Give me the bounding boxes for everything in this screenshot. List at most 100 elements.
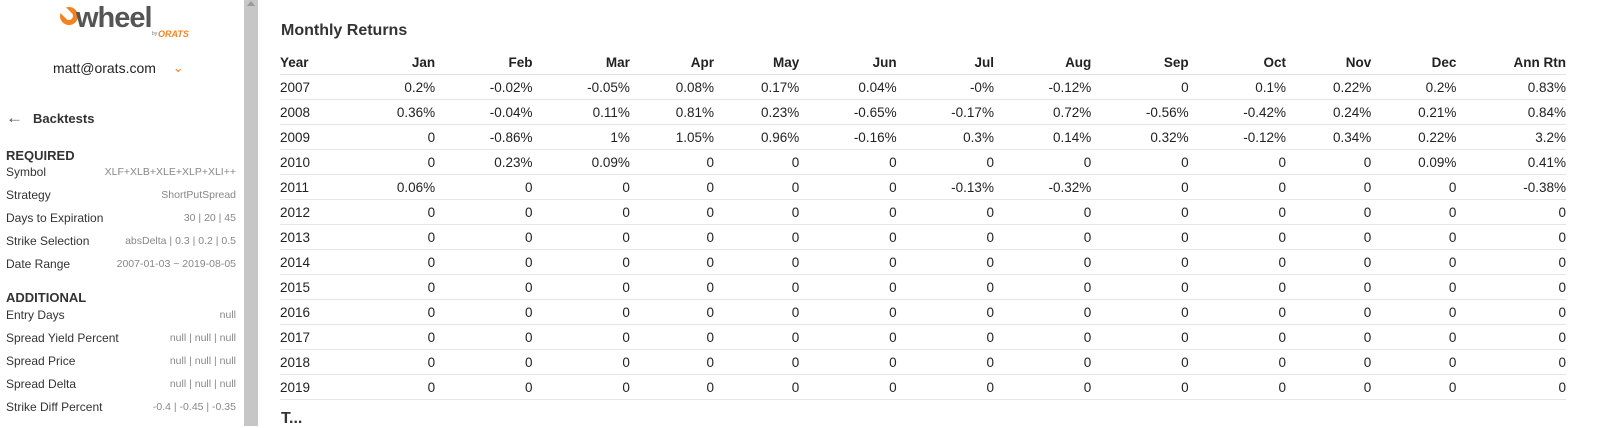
return-cell: 0 bbox=[896, 374, 994, 400]
param-key: Spread Yield Percent bbox=[6, 331, 119, 345]
scroll-up-arrow-icon[interactable] bbox=[247, 1, 255, 6]
table-header-row: Year Jan Feb Mar Apr May Jun Jul Aug Sep Oct Nov Dec… bbox=[280, 50, 1566, 75]
year-cell: 2018 bbox=[280, 349, 331, 375]
return-cell: 0 bbox=[1091, 374, 1189, 400]
param-key: Symbol bbox=[6, 165, 47, 179]
column-header: Year bbox=[280, 50, 331, 75]
return-cell: 0 bbox=[896, 349, 994, 375]
return-cell: 0 bbox=[1091, 274, 1189, 300]
return-cell: 0 bbox=[1371, 174, 1457, 200]
param-key: Entry Days bbox=[6, 308, 65, 322]
return-cell: 0 bbox=[799, 149, 897, 175]
sidebar-scrollbar[interactable] bbox=[244, 0, 258, 426]
additional-heading: ADDITIONAL bbox=[6, 290, 87, 305]
return-cell: 0 bbox=[799, 224, 897, 250]
required-heading: REQUIRED bbox=[6, 148, 75, 163]
column-header: Ann Rtn bbox=[1456, 50, 1566, 75]
return-cell: 0 bbox=[714, 274, 800, 300]
return-cell: 0.81% bbox=[629, 99, 715, 125]
table-row: 2013 0 0 0 0 0 0 0 0 0 0 0 0 0 bbox=[280, 224, 1566, 250]
arrow-left-icon: ← bbox=[6, 108, 23, 127]
return-cell: 0 bbox=[629, 349, 715, 375]
return-cell: 0.96% bbox=[714, 124, 800, 150]
return-cell: 0 bbox=[1286, 374, 1372, 400]
return-cell: 0 bbox=[1188, 199, 1287, 225]
wheel-logo[interactable]: wheel by ORATS bbox=[60, 2, 189, 42]
monthly-returns-title: Monthly Returns bbox=[281, 22, 408, 39]
return-cell: 0 bbox=[1286, 249, 1372, 275]
return-cell: -0.32% bbox=[993, 174, 1092, 200]
back-to-backtests-link[interactable]: ← Backtests bbox=[6, 108, 94, 128]
return-cell: 0 bbox=[896, 224, 994, 250]
return-cell: 0 bbox=[330, 149, 436, 175]
return-cell: 0 bbox=[1091, 199, 1189, 225]
return-cell: 0 bbox=[714, 349, 800, 375]
return-cell: -0.04% bbox=[435, 99, 533, 125]
logo-orats: ORATS bbox=[158, 29, 189, 39]
return-cell: 0 bbox=[993, 299, 1092, 325]
return-cell: 0 bbox=[1188, 324, 1287, 350]
param-value: absDelta | 0.3 | 0.2 | 0.5 bbox=[125, 235, 236, 247]
return-cell: 0.09% bbox=[1371, 149, 1457, 175]
return-cell: 0 bbox=[532, 274, 630, 300]
table-row: 2007 0.2% -0.02% -0.05% 0.08% 0.17% 0.04% -0% -0… bbox=[280, 74, 1566, 100]
return-cell: 0.32% bbox=[1091, 124, 1189, 150]
return-cell: 0 bbox=[435, 299, 533, 325]
return-cell: 0 bbox=[435, 224, 533, 250]
param-value: null | null | null bbox=[169, 378, 236, 390]
return-cell: 0 bbox=[330, 349, 436, 375]
return-cell: 0 bbox=[1286, 149, 1372, 175]
return-cell: 0 bbox=[1188, 149, 1287, 175]
table-row: 2010 0 0.23% 0.09% 0 0 0 0 0 0 0 0 0.09% 0.41% bbox=[280, 149, 1566, 175]
return-cell: 0 bbox=[330, 124, 436, 150]
return-cell: 0 bbox=[799, 274, 897, 300]
return-cell: 0 bbox=[435, 324, 533, 350]
return-cell: 0 bbox=[1286, 199, 1372, 225]
return-cell: 0 bbox=[1456, 374, 1566, 400]
table-row: 2016 0 0 0 0 0 0 0 0 0 0 0 0 0 bbox=[280, 299, 1566, 325]
year-cell: 2013 bbox=[280, 224, 331, 250]
param-key: Date Range bbox=[6, 257, 71, 271]
return-cell: 0 bbox=[1456, 249, 1566, 275]
table-row: 2011 0.06% 0 0 0 0 0 -0.13% -0.32% 0 0 0 0 -0.38% bbox=[280, 174, 1566, 200]
return-cell: 0 bbox=[1286, 174, 1372, 200]
return-cell: -0.56% bbox=[1091, 99, 1189, 125]
user-menu[interactable]: matt@orats.com ⌄ bbox=[53, 60, 184, 77]
return-cell: 0 bbox=[1091, 74, 1189, 100]
return-cell: 0 bbox=[1091, 149, 1189, 175]
chevron-down-icon: ⌄ bbox=[172, 60, 184, 75]
return-cell: 0 bbox=[532, 349, 630, 375]
return-cell: 0 bbox=[1188, 349, 1287, 375]
return-cell: 0 bbox=[532, 199, 630, 225]
return-cell: 0.24% bbox=[1286, 99, 1372, 125]
column-header: May bbox=[714, 50, 800, 75]
return-cell: 1% bbox=[532, 124, 630, 150]
return-cell: 0 bbox=[1091, 174, 1189, 200]
return-cell: 0 bbox=[330, 324, 436, 350]
return-cell: 0.06% bbox=[330, 174, 436, 200]
column-header: Apr bbox=[629, 50, 715, 75]
param-row: Spread Delta null | null | null bbox=[6, 377, 236, 391]
year-cell: 2007 bbox=[280, 74, 331, 100]
table-row: 2017 0 0 0 0 0 0 0 0 0 0 0 0 0 bbox=[280, 324, 1566, 350]
return-cell: 0.34% bbox=[1286, 124, 1372, 150]
return-cell: 0.17% bbox=[714, 74, 800, 100]
return-cell: 0 bbox=[714, 199, 800, 225]
return-cell: 0 bbox=[1371, 299, 1457, 325]
return-cell: 0 bbox=[714, 324, 800, 350]
return-cell: 3.2% bbox=[1456, 124, 1566, 150]
return-cell: 0.72% bbox=[993, 99, 1092, 125]
return-cell: 0 bbox=[1188, 174, 1287, 200]
table-row: 2009 0 -0.86% 1% 1.05% 0.96% -0.16% 0.3% 0.14% 0.… bbox=[280, 124, 1566, 150]
return-cell: 0 bbox=[1091, 349, 1189, 375]
return-cell: 0 bbox=[435, 274, 533, 300]
return-cell: 0 bbox=[1091, 249, 1189, 275]
return-cell: 0.11% bbox=[532, 99, 630, 125]
return-cell: 0 bbox=[435, 349, 533, 375]
return-cell: 0 bbox=[532, 299, 630, 325]
return-cell: 0 bbox=[714, 374, 800, 400]
return-cell: 0 bbox=[993, 374, 1092, 400]
return-cell: 0 bbox=[799, 299, 897, 325]
return-cell: 0 bbox=[896, 324, 994, 350]
next-section-title: T... bbox=[281, 410, 303, 427]
